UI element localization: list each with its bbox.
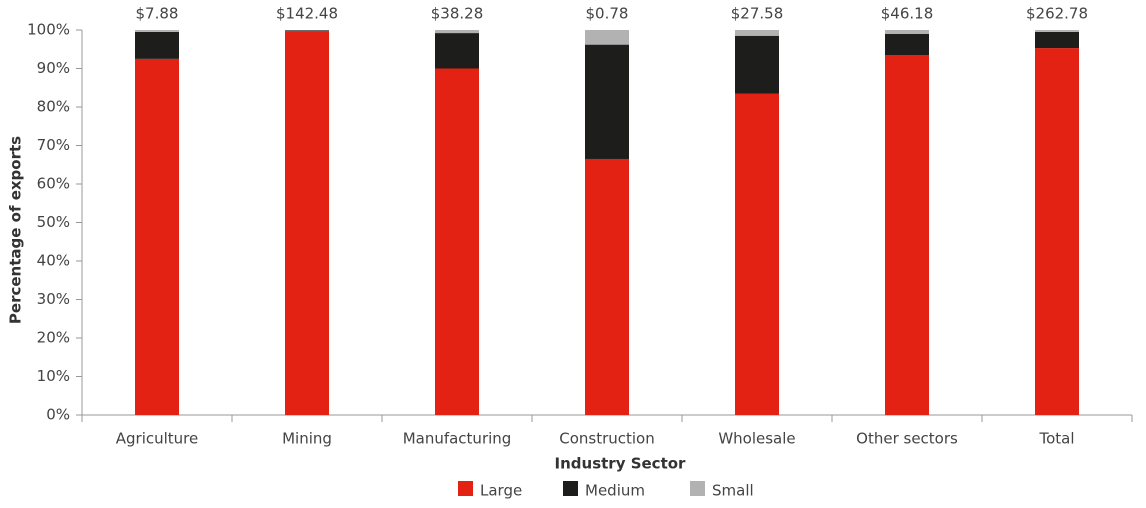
bar-segment: [585, 45, 629, 159]
legend-swatch: [563, 481, 578, 496]
bar-segment: [1035, 30, 1079, 32]
bar-segment: [285, 31, 329, 415]
legend-label: Large: [480, 482, 522, 500]
y-tick-label: 20%: [37, 329, 70, 347]
bar-segment: [735, 30, 779, 36]
bar-segment: [135, 30, 179, 32]
total-label: $46.18: [881, 5, 934, 23]
y-tick-label: 10%: [37, 367, 70, 385]
y-tick-label: 70%: [37, 136, 70, 154]
bar-segment: [435, 30, 479, 33]
x-tick-label: Construction: [559, 430, 655, 448]
bar-segment: [885, 34, 929, 55]
total-label: $38.28: [431, 5, 484, 23]
y-tick-label: 50%: [37, 213, 70, 231]
y-tick-label: 60%: [37, 175, 70, 193]
x-axis-title: Industry Sector: [555, 455, 687, 473]
legend-swatch: [690, 481, 705, 496]
bar-segment: [1035, 32, 1079, 48]
legend-swatch: [458, 481, 473, 496]
bar-segment: [735, 94, 779, 415]
bar-segment: [585, 159, 629, 415]
total-label: $142.48: [276, 5, 338, 23]
x-tick-label: Agriculture: [116, 430, 199, 448]
legend-label: Small: [712, 482, 754, 500]
y-tick-label: 80%: [37, 98, 70, 116]
y-axis-title: Percentage of exports: [7, 136, 25, 324]
bar-segment: [135, 32, 179, 59]
x-tick-label: Manufacturing: [403, 430, 512, 448]
bar-segment: [1035, 48, 1079, 415]
total-label: $27.58: [731, 5, 784, 23]
x-tick-label: Other sectors: [856, 430, 958, 448]
bar-segment: [435, 33, 479, 68]
y-tick-label: 100%: [27, 21, 70, 39]
bar-segment: [735, 36, 779, 94]
bar-segment: [885, 30, 929, 34]
y-tick-label: 30%: [37, 290, 70, 308]
bar-segment: [885, 55, 929, 415]
y-tick-label: 40%: [37, 252, 70, 270]
total-label: $0.78: [586, 5, 629, 23]
x-tick-label: Total: [1038, 430, 1074, 448]
bar-segment: [585, 30, 629, 45]
bar-segment: [135, 59, 179, 415]
bar-segment: [435, 69, 479, 416]
y-tick-label: 0%: [46, 406, 70, 424]
legend-label: Medium: [585, 482, 645, 500]
total-label: $7.88: [136, 5, 179, 23]
x-tick-label: Wholesale: [718, 430, 795, 448]
total-label: $262.78: [1026, 5, 1088, 23]
x-tick-label: Mining: [282, 430, 332, 448]
bar-segment: [285, 30, 329, 31]
y-tick-label: 90%: [37, 59, 70, 77]
